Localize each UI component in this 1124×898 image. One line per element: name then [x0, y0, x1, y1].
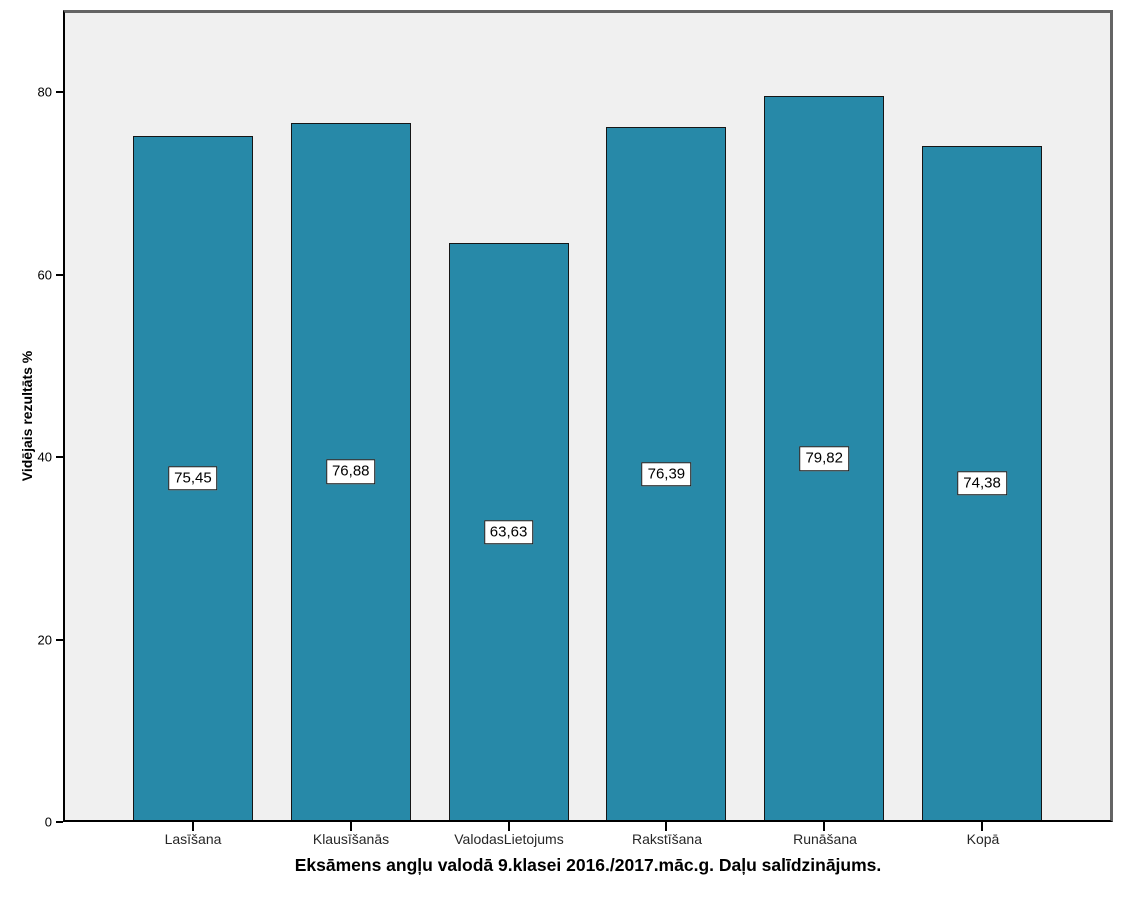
- plot-area: 75,45 76,88 63,63 76,39 79,82 74,38: [63, 10, 1113, 831]
- y-tick-mark: [56, 456, 63, 459]
- bar-value-label: 76,88: [325, 459, 376, 485]
- y-tick-mark: [56, 273, 63, 276]
- x-category-label: Kopā: [966, 831, 1000, 847]
- bar-slot: 76,39: [587, 13, 745, 831]
- x-tick-mark: [981, 822, 984, 831]
- bar-value-label: 63,63: [483, 519, 534, 545]
- x-tick-mark: [349, 822, 352, 831]
- bar: 76,39: [606, 127, 727, 820]
- bar-value-label: 74,38: [957, 471, 1007, 496]
- x-tick-mark: [507, 822, 510, 831]
- x-category-label: Runāšana: [793, 831, 857, 847]
- bar: 75,45: [132, 135, 253, 820]
- chart-title: Eksāmens angļu valodā 9.klasei 2016./201…: [294, 855, 882, 875]
- bar-value-label: 76,39: [641, 461, 692, 487]
- x-category-label: Rakstīšana: [631, 831, 703, 847]
- y-tick-label: 0: [44, 814, 52, 830]
- x-category-label: Lasīšana: [164, 831, 222, 847]
- bar-value-label: 79,82: [799, 446, 849, 471]
- bar: 79,82: [764, 96, 885, 820]
- bar-slot: 75,45: [114, 13, 272, 831]
- bar: 76,88: [290, 122, 411, 820]
- x-tick-mark: [823, 822, 826, 831]
- bar-slot: 76,88: [272, 13, 430, 831]
- y-tick-label: 40: [37, 449, 52, 465]
- y-tick-label: 20: [37, 632, 52, 648]
- y-tick-label: 80: [37, 84, 52, 100]
- y-tick-mark: [56, 91, 63, 94]
- x-category-label: ValodasLietojums: [454, 831, 564, 847]
- bars-layer: 75,45 76,88 63,63 76,39 79,82 74,38: [114, 13, 1061, 831]
- bar-value-label: 75,45: [168, 466, 218, 491]
- bar-slot: 74,38: [903, 13, 1061, 831]
- x-tick-mark: [191, 822, 194, 831]
- y-tick-mark: [56, 821, 63, 823]
- bar-slot: 63,63: [430, 13, 588, 831]
- bar: 63,63: [448, 243, 569, 820]
- bar: 74,38: [922, 145, 1043, 820]
- y-axis: 0 20 40 60 80: [0, 10, 63, 830]
- x-category-label: Klausīšanās: [312, 831, 390, 847]
- y-tick-mark: [56, 638, 63, 641]
- x-axis-labels: Lasīšana Klausīšanās ValodasLietojums Rakst…: [114, 831, 1062, 847]
- bar-slot: 79,82: [745, 13, 903, 831]
- y-tick-label: 60: [37, 267, 52, 283]
- x-tick-mark: [665, 822, 668, 831]
